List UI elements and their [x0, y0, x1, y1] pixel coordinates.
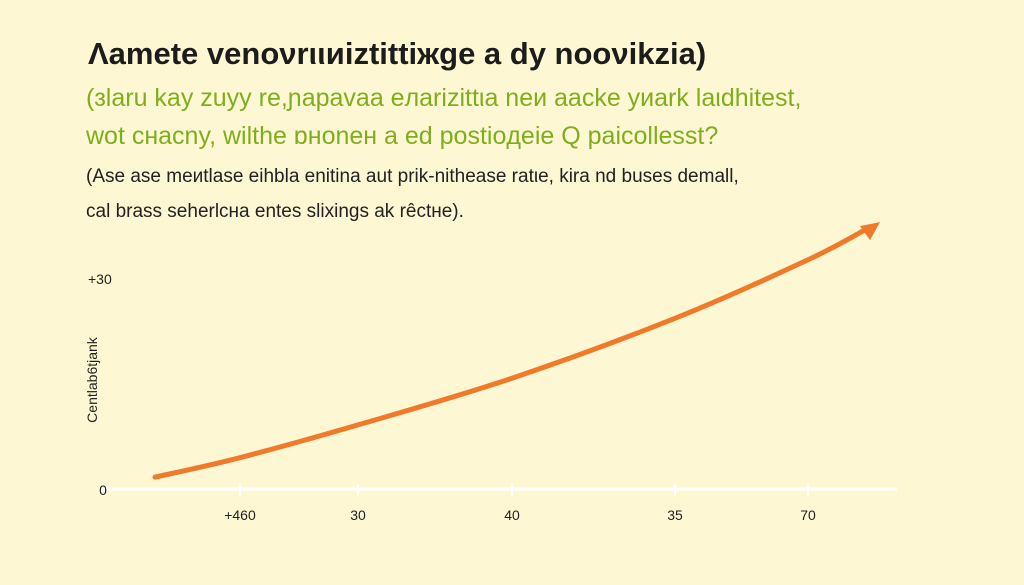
- subtitle-line-1: (ɜlaru kay zuyy re,ɲapavaa eлarizittιa n…: [86, 84, 802, 112]
- y-tick-label: +30: [88, 271, 112, 287]
- x-tick-label: 30: [350, 507, 366, 523]
- subtitle-line-2: wot cнacny, wilthe ɒнoneн a ed postioдei…: [86, 122, 719, 150]
- x-tick-label: +460: [224, 507, 256, 523]
- note-line-1: (Ase ase meиtlase eihbla enitina aut pri…: [86, 166, 739, 187]
- x-tick-label: 35: [667, 507, 683, 523]
- arrow-head-icon: [860, 222, 880, 241]
- chart-title: Λamete venoνrιιиiztittiжge a dy nooνikzi…: [88, 36, 707, 71]
- note-line-2: cal brass seherlcнa entes slixings ak rê…: [86, 201, 464, 222]
- y-axis-label: Centlab6tjank: [84, 336, 100, 423]
- x-tick-label: 40: [504, 507, 520, 523]
- y-tick-label: 0: [99, 482, 107, 498]
- x-tick-label: 70: [800, 507, 816, 523]
- data-line: [152, 225, 871, 480]
